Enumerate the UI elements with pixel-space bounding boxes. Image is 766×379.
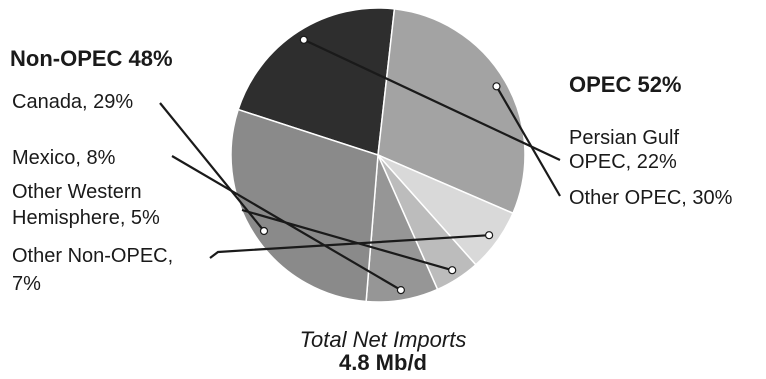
slice-label-persian-gulf-line-2: OPEC, 22% [569,151,677,173]
anchor-dot-persian-gulf [299,35,308,44]
anchor-dot-canada [259,226,269,236]
caption-title: Total Net Imports [300,327,467,352]
anchor-dot-other-opec [492,82,501,91]
slice-label-other-western-line-1: Other Western [12,181,142,203]
pie-slice-canada [230,108,379,303]
opec-group-title: OPEC 52% [569,72,682,97]
leader-line-other-non-opec [209,234,490,259]
slice-label-other-non-opec-line-1: Other Non-OPEC, [12,245,173,267]
leader-line-mexico [171,155,402,292]
anchor-dot-mexico [396,286,405,295]
pie-slices [230,7,526,303]
caption-total: 4.8 Mb/d [339,350,427,375]
slice-label-other-western-line-2: Hemisphere, 5% [12,207,160,229]
slice-label-canada-line-1: Canada, 29% [12,91,133,113]
non-opec-group-title: Non-OPEC 48% [10,46,173,71]
anchor-dot-other-western [448,266,457,275]
slice-label-persian-gulf-line-1: Persian Gulf [569,127,679,149]
leader-line-other-opec [495,85,561,197]
leader-line-canada [159,102,265,232]
slice-label-other-opec-line-1: Other OPEC, 30% [569,187,733,209]
pie-slice-other-opec [377,8,526,215]
leader-line-persian-gulf [303,38,561,161]
slice-label-mexico-line-1: Mexico, 8% [12,147,116,169]
anchor-dot-other-non-opec [485,231,494,240]
pie-slice-persian-gulf [237,7,396,156]
slice-label-other-non-opec-line-2: 7% [12,273,41,295]
leader-lines [159,35,561,295]
leader-line-other-western [241,208,453,272]
